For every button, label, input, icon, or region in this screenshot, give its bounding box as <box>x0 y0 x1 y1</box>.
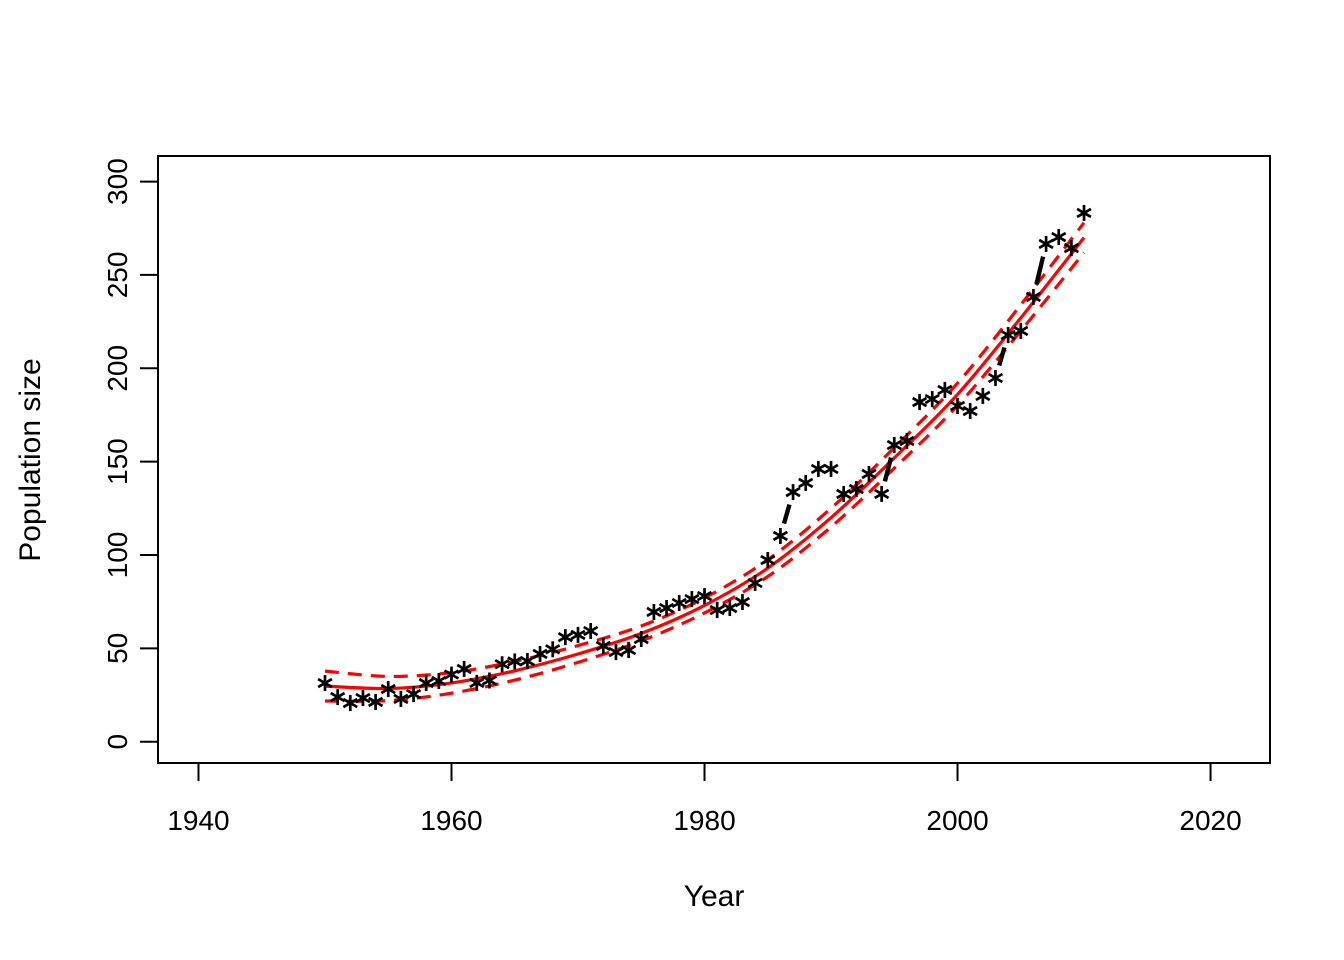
data-point-asterisk <box>924 391 940 408</box>
point-connector-dashes <box>781 256 1046 525</box>
data-point-asterisk <box>418 675 434 692</box>
connector-dash <box>997 346 1007 367</box>
data-point-asterisk <box>393 690 409 707</box>
data-point-asterisk <box>1013 322 1029 339</box>
data-point-asterisk <box>1051 229 1067 246</box>
data-point-asterisk <box>899 432 915 449</box>
data-point-asterisk <box>380 681 396 698</box>
data-point-asterisk <box>621 642 637 659</box>
data-point-asterisk <box>443 666 460 683</box>
data-point-asterisk <box>633 631 649 648</box>
data-point-asterisk <box>481 672 498 689</box>
connector-dash <box>1034 256 1046 285</box>
data-point-asterisk <box>658 600 675 617</box>
data-point-asterisk <box>886 437 902 454</box>
data-point-asterisk <box>861 465 877 482</box>
x-axis-title: Year <box>683 880 745 913</box>
data-point-asterisk <box>747 575 763 592</box>
data-point-asterisk <box>696 588 713 605</box>
x-axis: 1940 1960 1980 2000 2020 <box>167 763 1242 836</box>
data-point-asterisk <box>874 485 890 502</box>
data-point-asterisk <box>722 600 738 617</box>
confidence-upper-line <box>324 221 1086 679</box>
data-point-asterisk <box>545 641 561 658</box>
y-tick-label: 100 <box>102 532 133 579</box>
data-point-asterisk <box>810 460 826 477</box>
data-point-asterisk <box>405 686 422 703</box>
data-points <box>317 204 1092 712</box>
connector-dash <box>781 503 792 525</box>
y-tick-label: 250 <box>102 252 133 299</box>
data-point-asterisk <box>532 645 548 662</box>
data-point-asterisk <box>785 484 801 501</box>
y-tick-label: 300 <box>102 158 133 205</box>
y-tick-label: 150 <box>102 438 133 485</box>
y-tick-label: 200 <box>102 345 133 392</box>
data-point-asterisk <box>848 481 864 498</box>
data-point-asterisk <box>836 485 852 502</box>
data-point-asterisk <box>1063 240 1079 257</box>
data-point-asterisk <box>583 622 599 639</box>
data-point-asterisk <box>949 398 966 415</box>
x-tick-label: 2020 <box>1179 805 1241 836</box>
data-point-asterisk <box>1025 288 1042 305</box>
fitted-curve-line <box>324 236 1086 691</box>
y-axis-title: Population size <box>14 358 47 562</box>
y-tick-label: 0 <box>102 734 133 750</box>
data-point-asterisk <box>709 602 725 619</box>
confidence-lower-line <box>324 251 1086 703</box>
data-point-asterisk <box>1076 204 1092 221</box>
data-point-asterisk <box>646 603 662 620</box>
x-tick-label: 2000 <box>926 805 988 836</box>
data-point-asterisk <box>355 690 371 707</box>
data-point-asterisk <box>317 675 333 692</box>
data-point-asterisk <box>937 381 953 398</box>
connector-dash <box>882 457 894 482</box>
data-point-asterisk <box>431 673 447 690</box>
data-point-asterisk <box>760 552 776 569</box>
data-point-asterisk <box>570 626 586 643</box>
data-point-asterisk <box>1000 327 1016 344</box>
data-point-asterisk <box>367 693 384 710</box>
data-point-asterisk <box>987 370 1004 387</box>
y-tick-label: 50 <box>102 633 133 664</box>
data-point-asterisk <box>772 527 789 544</box>
data-point-asterisk <box>507 653 523 670</box>
data-point-asterisk <box>342 695 358 712</box>
data-point-asterisk <box>798 474 814 491</box>
data-point-asterisk <box>519 653 536 670</box>
data-point-asterisk <box>608 644 624 661</box>
data-point-asterisk <box>494 656 510 673</box>
data-point-asterisk <box>469 674 485 691</box>
data-point-asterisk <box>595 637 611 654</box>
data-point-asterisk <box>671 594 687 611</box>
x-tick-label: 1980 <box>673 805 735 836</box>
data-point-asterisk <box>330 689 346 706</box>
data-point-asterisk <box>823 460 839 477</box>
data-point-asterisk <box>557 629 573 646</box>
data-point-asterisk <box>911 394 928 411</box>
x-tick-label: 1960 <box>420 805 482 836</box>
x-tick-label: 1940 <box>167 805 229 836</box>
data-point-asterisk <box>456 660 472 677</box>
data-point-asterisk <box>975 387 991 404</box>
plot-box <box>157 155 1271 764</box>
data-point-asterisk <box>684 591 700 608</box>
y-axis: 0 50 100 150 200 250 300 <box>102 158 158 750</box>
data-point-asterisk <box>1038 235 1054 252</box>
data-point-asterisk <box>962 403 978 420</box>
data-point-asterisk <box>734 594 751 611</box>
